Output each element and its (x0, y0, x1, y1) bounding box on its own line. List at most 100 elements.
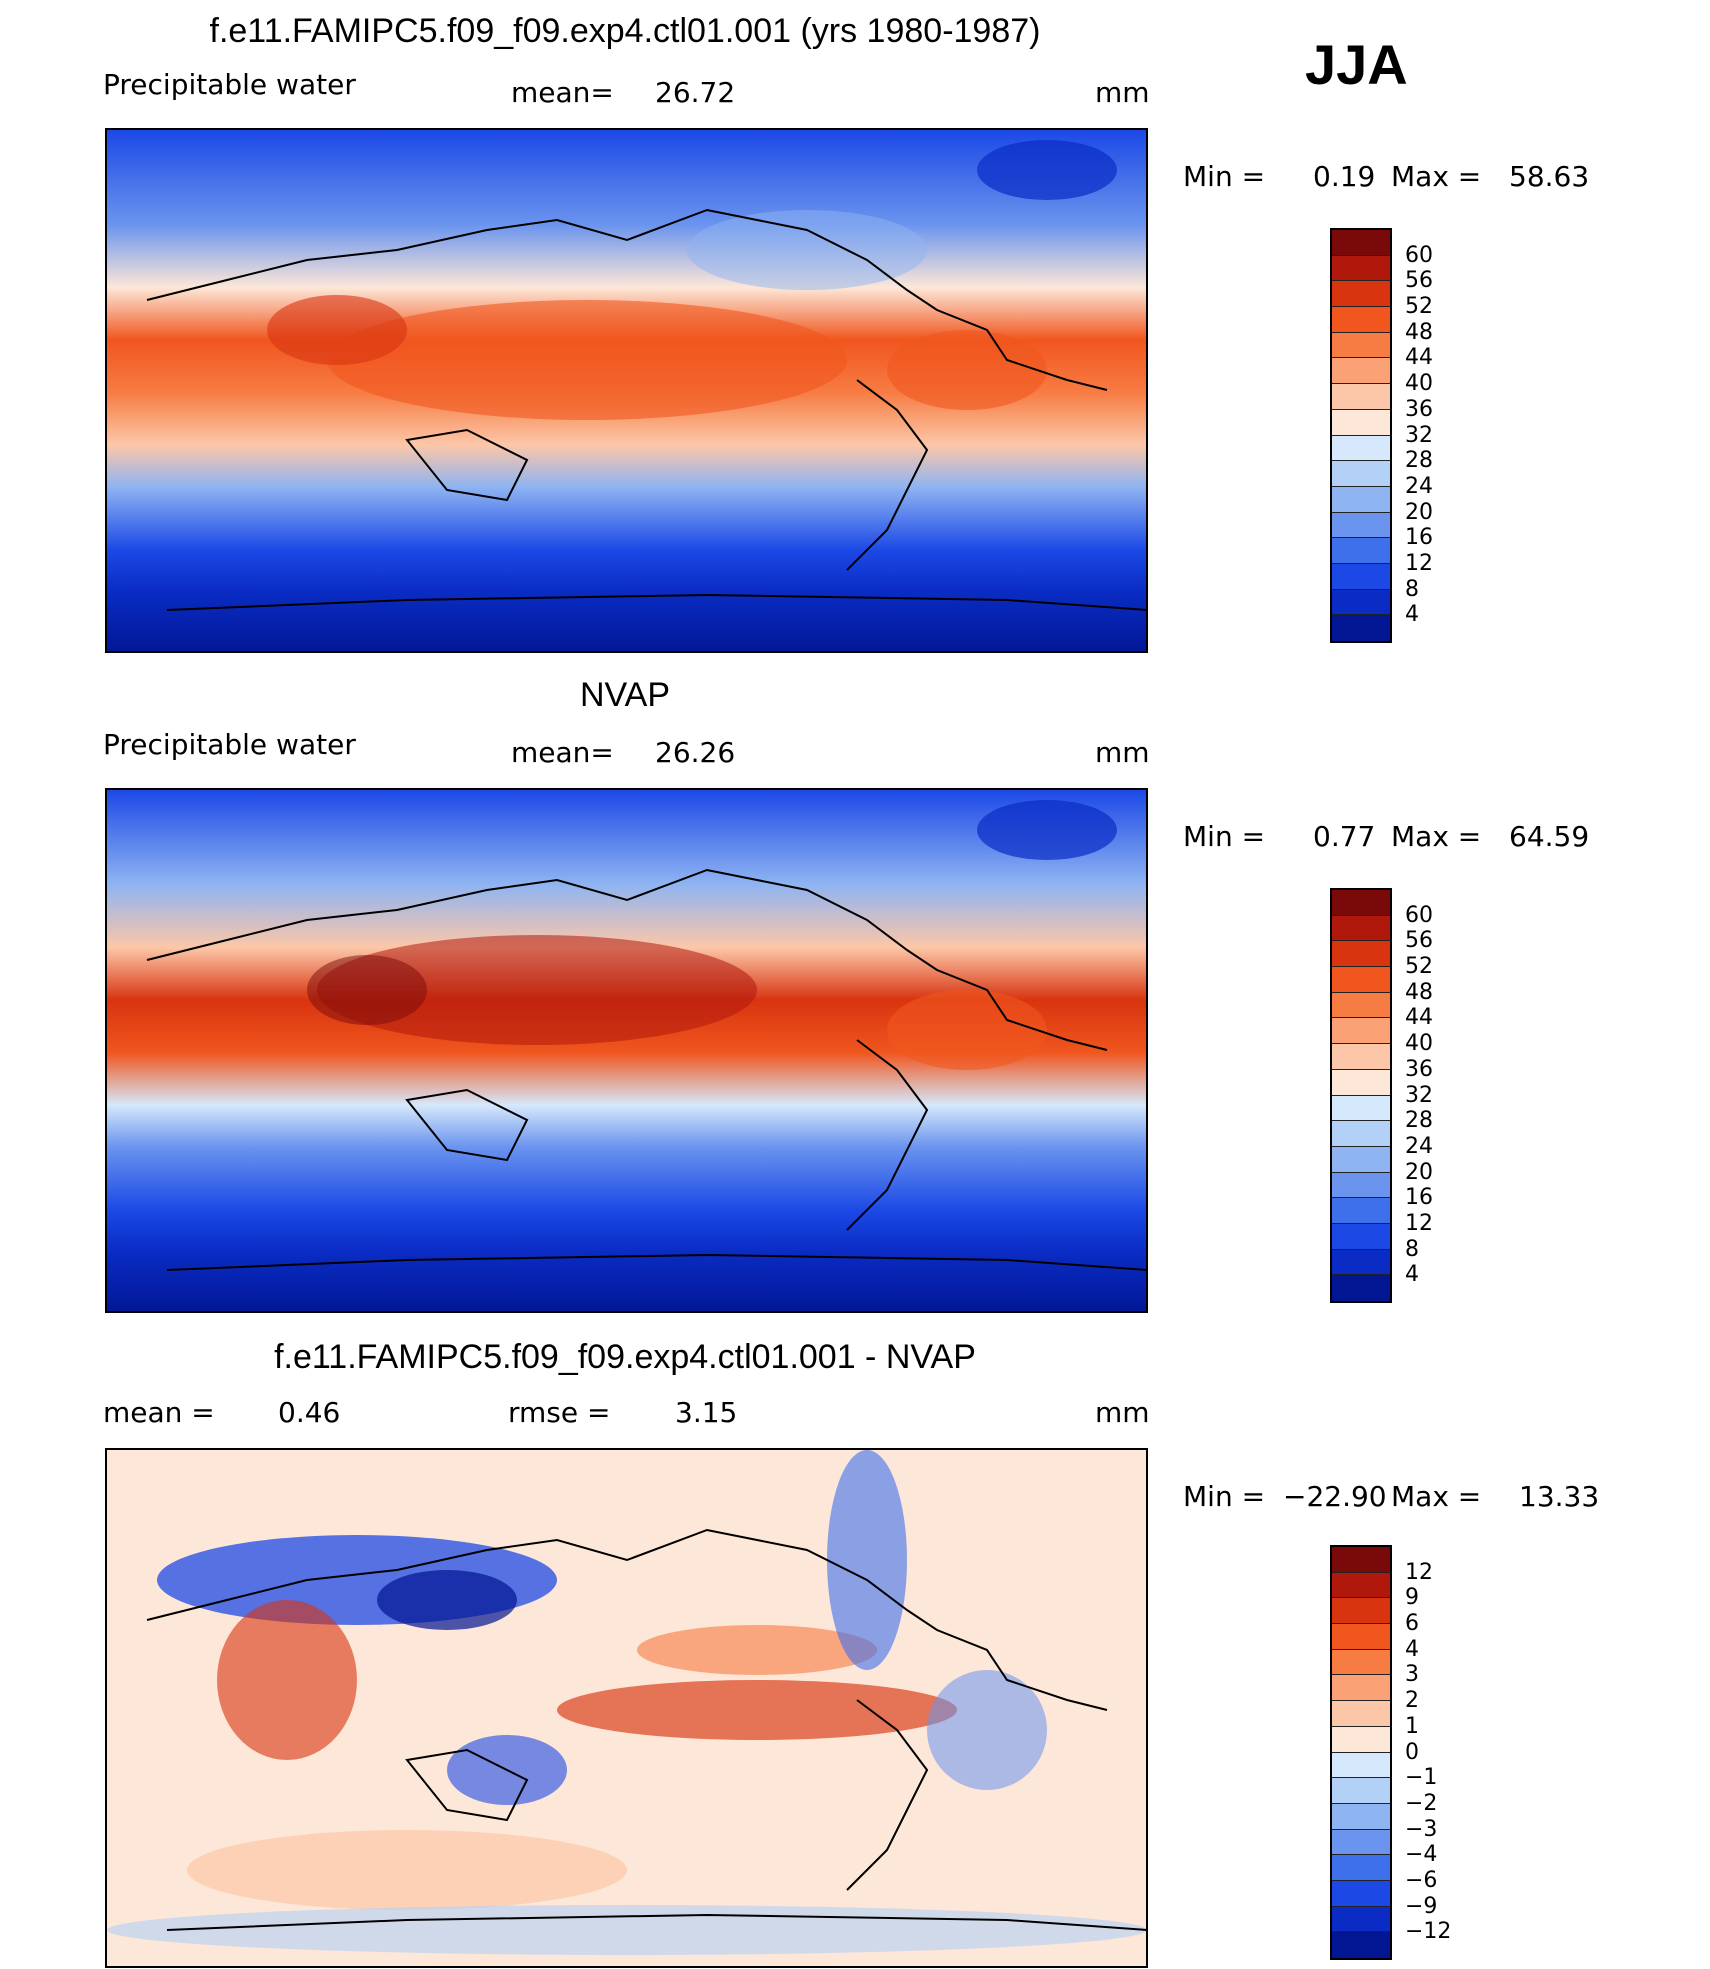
colorbar-tick-label: 52 (1405, 954, 1433, 980)
panel-2-max-label: Max = (1391, 820, 1482, 853)
colorbar-swatch (1332, 1095, 1390, 1122)
colorbar-tick-label: −1 (1405, 1765, 1438, 1791)
colorbar-tick-label: 40 (1405, 371, 1433, 397)
colorbar-tick-label: −6 (1405, 1867, 1438, 1893)
colorbar-tick-label: 4 (1405, 1262, 1419, 1288)
panel-1-mean-value: 26.72 (655, 76, 736, 109)
panel-2-colorbar (1330, 888, 1392, 1303)
panel-2-min-label: Min = (1183, 820, 1266, 853)
colorbar-swatch (1332, 1044, 1390, 1070)
colorbar-swatch (1332, 1121, 1390, 1147)
colorbar-swatch (1332, 615, 1390, 641)
panel-3-field (107, 1450, 1146, 1966)
colorbar-tick-label: 48 (1405, 979, 1433, 1005)
panel-3-mean-label: mean = (103, 1396, 215, 1429)
colorbar-tick-label: 60 (1405, 242, 1433, 268)
colorbar-swatch (1332, 1880, 1390, 1907)
colorbar-tick-label: 44 (1405, 1005, 1433, 1031)
panel-3-units: mm (1095, 1396, 1150, 1429)
colorbar-swatch (1332, 1726, 1390, 1753)
season-label: JJA (1305, 33, 1408, 96)
colorbar-swatch (1332, 1675, 1390, 1702)
panel-2-units: mm (1095, 736, 1150, 769)
colorbar-tick-label: 48 (1405, 319, 1433, 345)
colorbar-tick-label: 0 (1405, 1739, 1419, 1765)
colorbar-tick-label: 8 (1405, 1236, 1419, 1262)
colorbar-tick-label: 60 (1405, 902, 1433, 928)
colorbar-tick-label: 9 (1405, 1585, 1419, 1611)
colorbar-swatch (1332, 1624, 1390, 1650)
panel-3-mean-value: 0.46 (278, 1396, 341, 1429)
colorbar-tick-label: −12 (1405, 1919, 1452, 1945)
panel-3-min-label: Min = (1183, 1480, 1266, 1513)
colorbar-tick-label: 8 (1405, 576, 1419, 602)
colorbar-tick-label: 44 (1405, 345, 1433, 371)
colorbar-tick-label: −4 (1405, 1842, 1438, 1868)
panel-1-max-label: Max = (1391, 160, 1482, 193)
colorbar-swatch (1332, 589, 1390, 616)
panel-2-mean-label: mean= (511, 736, 614, 769)
colorbar-swatch (1332, 1172, 1390, 1199)
colorbar-tick-label: 52 (1405, 294, 1433, 320)
colorbar-tick-label: 4 (1405, 1636, 1419, 1662)
panel-3-title: f.e11.FAMIPC5.f09_f09.exp4.ctl01.001 - N… (274, 1338, 976, 1376)
colorbar-swatch (1332, 1598, 1390, 1625)
panel-1-title: f.e11.FAMIPC5.f09_f09.exp4.ctl01.001 (yr… (209, 12, 1041, 50)
colorbar-swatch (1332, 307, 1390, 333)
panel-1-colorbar (1330, 228, 1392, 643)
colorbar-swatch (1332, 486, 1390, 513)
colorbar-tick-label: 56 (1405, 268, 1433, 294)
panel-2-field (107, 790, 1146, 1311)
colorbar-tick-label: −9 (1405, 1893, 1438, 1919)
colorbar-swatch (1332, 461, 1390, 487)
colorbar-swatch (1332, 1649, 1390, 1676)
colorbar-swatch (1332, 1829, 1390, 1856)
colorbar-swatch (1332, 1803, 1390, 1830)
panel-1-max-value: 58.63 (1509, 160, 1590, 193)
colorbar-swatch (1332, 1855, 1390, 1881)
colorbar-swatch (1332, 255, 1390, 282)
panel-3-max-label: Max = (1391, 1480, 1482, 1513)
panel-3-rmse-value: 3.15 (675, 1396, 738, 1429)
colorbar-swatch (1332, 281, 1390, 308)
colorbar-tick-label: 28 (1405, 448, 1433, 474)
panel-1-field (107, 130, 1146, 651)
colorbar-swatch (1332, 1275, 1390, 1301)
colorbar-tick-label: 56 (1405, 928, 1433, 954)
colorbar-swatch (1332, 1249, 1390, 1276)
colorbar-tick-label: 3 (1405, 1662, 1419, 1688)
colorbar-swatch (1332, 332, 1390, 359)
colorbar-swatch (1332, 409, 1390, 436)
colorbar-swatch (1332, 1572, 1390, 1599)
colorbar-swatch (1332, 1701, 1390, 1727)
panel-3-max-value: 13.33 (1519, 1480, 1600, 1513)
colorbar-swatch (1332, 1932, 1390, 1958)
panel-2-variable: Precipitable water (103, 728, 356, 761)
colorbar-swatch (1332, 967, 1390, 993)
colorbar-swatch (1332, 384, 1390, 410)
colorbar-tick-label: 16 (1405, 1185, 1433, 1211)
colorbar-tick-label: 4 (1405, 602, 1419, 628)
colorbar-swatch (1332, 1752, 1390, 1779)
colorbar-swatch (1332, 1547, 1390, 1573)
colorbar-swatch (1332, 538, 1390, 564)
colorbar-swatch (1332, 512, 1390, 539)
colorbar-swatch (1332, 1146, 1390, 1173)
colorbar-tick-label: −3 (1405, 1816, 1438, 1842)
panel-1-min-label: Min = (1183, 160, 1266, 193)
panel-3-min-value: −22.90 (1283, 1480, 1387, 1513)
colorbar-tick-label: 36 (1405, 396, 1433, 422)
panel-1-units: mm (1095, 76, 1150, 109)
colorbar-swatch (1332, 1223, 1390, 1250)
colorbar-tick-label: 24 (1405, 1133, 1433, 1159)
colorbar-swatch (1332, 1778, 1390, 1804)
colorbar-tick-label: 2 (1405, 1688, 1419, 1714)
colorbar-swatch (1332, 915, 1390, 942)
colorbar-tick-label: 16 (1405, 525, 1433, 551)
panel-2-mean-value: 26.26 (655, 736, 736, 769)
colorbar-tick-label: 1 (1405, 1713, 1419, 1739)
panel-1-variable: Precipitable water (103, 68, 356, 101)
colorbar-swatch (1332, 358, 1390, 385)
colorbar-tick-label: 28 (1405, 1108, 1433, 1134)
colorbar-swatch (1332, 1069, 1390, 1096)
